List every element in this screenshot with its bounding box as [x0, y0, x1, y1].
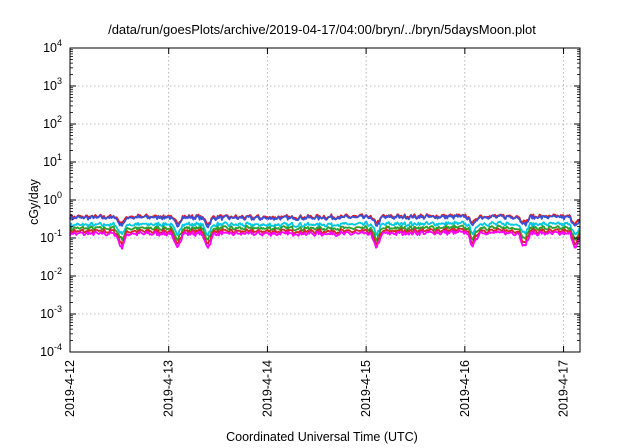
series-line-5: [69, 227, 581, 246]
x-tick-label: 2019-4-14: [260, 360, 274, 417]
y-tick-base: 10: [40, 345, 54, 359]
y-tick-exponent: -4: [54, 342, 62, 352]
x-tick-label: 2019-4-16: [458, 360, 472, 417]
grid-lines: [70, 48, 580, 352]
y-tick-base: 10: [40, 307, 54, 321]
x-tick-label: 2019-4-13: [162, 360, 176, 417]
y-tick-exponent: 0: [57, 190, 62, 200]
series-line-3: [69, 220, 581, 237]
x-tick-label: 2019-4-17: [557, 360, 571, 417]
series-line-4: [69, 224, 581, 242]
y-tick-base: 10: [40, 269, 54, 283]
x-tick-label: 2019-4-12: [63, 360, 77, 417]
y-tick-label: 102: [43, 114, 62, 131]
y-tick-label: 104: [43, 38, 62, 55]
chart-title: /data/run/goesPlots/archive/2019-04-17/0…: [108, 22, 536, 37]
series-line-6: [69, 229, 581, 250]
y-tick-exponent: -1: [54, 228, 62, 238]
y-tick-label: 101: [43, 152, 62, 169]
y-tick-exponent: -2: [54, 266, 62, 276]
y-tick-exponent: -3: [54, 304, 62, 314]
y-tick-label: 10-1: [40, 228, 62, 245]
y-axis-label: cGy/day: [27, 178, 41, 225]
y-tick-label: 100: [43, 190, 62, 207]
y-tick-label: 10-2: [40, 266, 62, 283]
x-axis-ticks: 2019-4-12 2019-4-13 2019-4-14 2019-4-15 2019…: [63, 48, 571, 417]
y-tick-label: 10-3: [40, 304, 62, 321]
y-tick-label: 10-4: [40, 342, 62, 359]
y-tick-base: 10: [43, 117, 57, 131]
y-tick-base: 10: [43, 193, 57, 207]
data-series-group: [69, 213, 581, 250]
y-tick-base: 10: [40, 231, 54, 245]
x-tick-label: 2019-4-15: [359, 360, 373, 417]
y-tick-label: 103: [43, 76, 62, 93]
x-axis-label: Coordinated Universal Time (UTC): [226, 430, 418, 444]
y-tick-exponent: 4: [57, 38, 62, 48]
y-tick-base: 10: [43, 79, 57, 93]
series-line-2: [69, 213, 581, 229]
y-tick-exponent: 1: [57, 152, 62, 162]
y-tick-exponent: 3: [57, 76, 62, 86]
y-tick-base: 10: [43, 41, 57, 55]
y-tick-exponent: 2: [57, 114, 62, 124]
y-tick-base: 10: [43, 155, 57, 169]
